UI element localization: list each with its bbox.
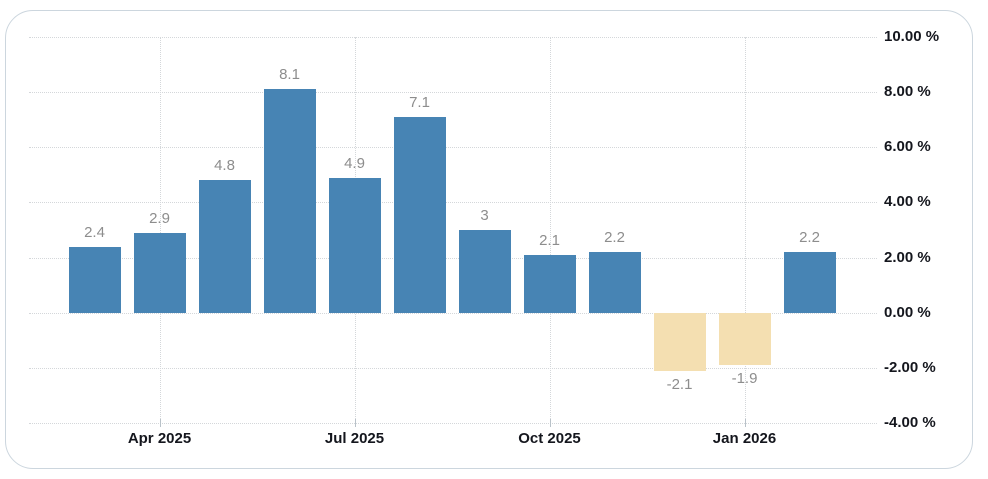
bar-value-label: -2.1 — [666, 375, 693, 393]
x-gridline — [549, 37, 551, 423]
x-axis-tick — [744, 419, 746, 427]
y-tick-label: -2.00 % — [884, 359, 936, 377]
bar[interactable] — [263, 89, 316, 313]
bar-value-label: 7.1 — [409, 93, 430, 111]
y-tick-label: 10.00 % — [884, 28, 940, 46]
bar-value-label: 2.2 — [799, 229, 820, 247]
y-gridline — [29, 92, 877, 94]
y-gridline — [29, 257, 877, 259]
bar[interactable] — [718, 312, 771, 366]
y-gridline — [29, 37, 877, 38]
x-gridline — [744, 37, 746, 423]
y-tick-label: -4.00 % — [884, 414, 936, 432]
bar[interactable] — [523, 254, 576, 313]
bar-value-label: 8.1 — [279, 66, 300, 84]
x-tick-label: Oct 2025 — [518, 430, 581, 447]
y-gridline — [29, 312, 877, 314]
y-gridline — [29, 202, 877, 204]
bar[interactable] — [458, 230, 511, 313]
bar-value-label: 2.4 — [84, 223, 105, 241]
y-gridline — [29, 147, 877, 149]
y-tick-label: 4.00 % — [884, 193, 931, 211]
y-tick-label: 2.00 % — [884, 248, 931, 266]
x-axis-tick — [354, 419, 356, 427]
x-gridline — [159, 37, 161, 423]
bar-value-label: -1.9 — [731, 370, 758, 388]
x-tick-label: Apr 2025 — [127, 430, 192, 447]
bar[interactable] — [133, 232, 186, 313]
bar[interactable] — [653, 312, 706, 371]
x-axis-tick — [549, 419, 551, 427]
bar-value-label: 4.8 — [214, 157, 235, 175]
bar-value-label: 2.9 — [149, 209, 170, 227]
bar[interactable] — [393, 116, 446, 313]
bar[interactable] — [198, 180, 251, 313]
x-tick-label: Jan 2026 — [712, 430, 777, 447]
y-tick-label: 8.00 % — [884, 83, 931, 101]
bar-value-label: 3 — [480, 207, 489, 224]
x-axis-tick — [159, 419, 161, 427]
x-tick-label: Jul 2025 — [324, 430, 385, 447]
y-tick-label: 0.00 % — [884, 303, 931, 321]
bar[interactable] — [328, 177, 381, 313]
bar-value-label: 2.1 — [539, 231, 560, 249]
y-gridline — [29, 423, 877, 424]
bar-value-label: 2.2 — [604, 229, 625, 247]
y-tick-label: 6.00 % — [884, 138, 931, 156]
bar[interactable] — [783, 252, 836, 313]
y-gridline — [29, 367, 877, 369]
bar[interactable] — [68, 246, 121, 313]
bar-value-label: 4.9 — [344, 154, 365, 172]
bar[interactable] — [588, 252, 641, 313]
